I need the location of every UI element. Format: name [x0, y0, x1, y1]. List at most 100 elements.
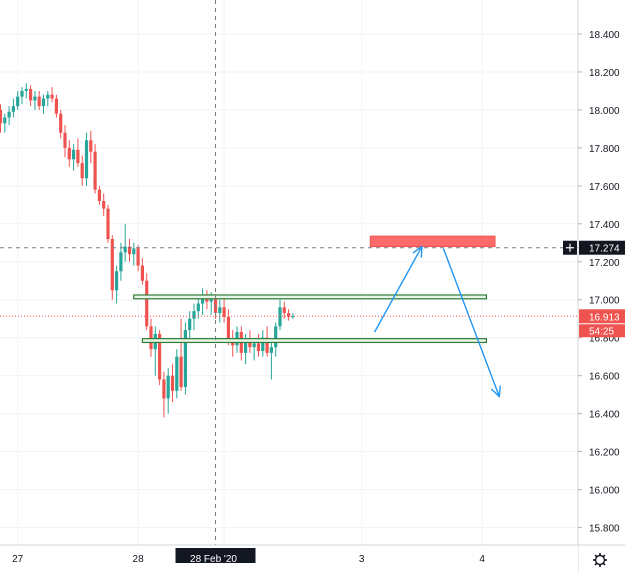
candle — [54, 94, 58, 118]
gear-icon-tooth — [594, 554, 598, 558]
candle-body — [252, 343, 256, 348]
candle-body — [63, 132, 67, 148]
time-axis-bg — [0, 545, 578, 574]
candle — [46, 90, 50, 107]
candle-body — [162, 379, 166, 399]
candle-body — [170, 375, 175, 391]
arrow-head — [490, 385, 501, 399]
candle — [29, 85, 33, 107]
candle — [256, 333, 261, 357]
candle — [145, 273, 149, 331]
candle-body — [166, 375, 170, 399]
candle-body — [244, 341, 248, 353]
candle-body — [140, 265, 144, 281]
price-tick-label: 16.200 — [589, 448, 620, 459]
resistance-zone — [369, 235, 496, 248]
candle — [33, 90, 37, 110]
candle-body — [3, 117, 7, 124]
price-tick-label: 16.600 — [589, 372, 620, 383]
candle — [102, 193, 106, 217]
candle-body — [149, 326, 153, 350]
candle — [3, 113, 7, 133]
crosshair-date-tag — [175, 548, 256, 563]
candle-body — [84, 140, 89, 179]
grid — [0, 0, 578, 545]
up-arrow — [373, 245, 423, 333]
price-tick-label: 16.400 — [589, 410, 620, 421]
candle — [291, 313, 295, 319]
price-tick-label: 17.000 — [589, 296, 620, 307]
candle-body — [248, 341, 252, 348]
candle — [196, 295, 200, 319]
candle — [183, 322, 187, 395]
candle-body — [33, 96, 37, 101]
upper-level — [133, 294, 488, 300]
price-tick-label: 16.800 — [589, 334, 620, 345]
candle — [16, 90, 20, 110]
candle — [72, 144, 76, 171]
candle-body — [145, 280, 149, 327]
candle-body — [274, 326, 278, 348]
price-axis: 15.800 16.000 16.200 16.400 16.600 16.800 17.0… — [563, 0, 625, 574]
candle-body — [218, 307, 222, 314]
countdown-label: 54:25 — [589, 326, 614, 337]
candle-body — [115, 271, 119, 291]
price-tick-label: 18.200 — [589, 68, 620, 79]
candle — [89, 130, 93, 164]
candle-body — [7, 111, 11, 118]
countdown-tag — [579, 324, 625, 338]
candle — [218, 299, 222, 323]
candle-body — [282, 307, 286, 314]
candle-body — [256, 343, 261, 351]
candle-body — [209, 297, 213, 302]
candle — [24, 83, 28, 99]
candle — [282, 301, 286, 319]
candle — [119, 242, 123, 281]
price-tick-label: 17.400 — [589, 220, 620, 231]
candle — [59, 109, 63, 139]
candle — [7, 106, 11, 126]
candle-body — [97, 189, 101, 202]
candle-body — [110, 238, 114, 291]
candle — [110, 235, 114, 300]
candle — [106, 204, 110, 243]
candle-body — [278, 307, 282, 327]
price-tick-label: 18.000 — [589, 106, 620, 117]
candle — [149, 318, 153, 357]
candle — [84, 132, 89, 186]
candle — [192, 303, 196, 331]
candle — [222, 295, 226, 323]
arrow-shaft — [373, 246, 423, 333]
time-tick-label: 4 — [479, 554, 485, 565]
price-tick-label: 18.400 — [589, 30, 620, 41]
candle-body — [41, 98, 46, 107]
candle — [20, 87, 24, 105]
candle-body — [16, 96, 20, 107]
candle-body — [11, 106, 15, 112]
candle-body — [287, 313, 291, 317]
candle — [287, 309, 291, 321]
price-tick-label: 17.600 — [589, 182, 620, 193]
candle — [201, 288, 205, 315]
price-tick-label: 16.000 — [589, 486, 620, 497]
candle — [115, 265, 119, 304]
candle-body — [20, 90, 24, 97]
candle — [123, 223, 127, 262]
candle-body — [226, 316, 230, 340]
lower-level — [141, 338, 487, 344]
candle-body — [89, 140, 93, 152]
candle — [162, 371, 166, 418]
candle-body — [269, 347, 273, 353]
candle-body — [59, 113, 63, 133]
annotations — [133, 235, 501, 399]
candle — [166, 368, 170, 414]
candle — [175, 349, 179, 399]
last-price-tag — [579, 309, 625, 324]
candle-body — [132, 248, 136, 255]
candle-body — [50, 94, 54, 99]
candle-body — [93, 151, 97, 190]
candle-body — [67, 147, 71, 160]
